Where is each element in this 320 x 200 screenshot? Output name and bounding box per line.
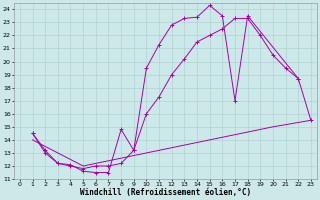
X-axis label: Windchill (Refroidissement éolien,°C): Windchill (Refroidissement éolien,°C)	[80, 188, 251, 197]
